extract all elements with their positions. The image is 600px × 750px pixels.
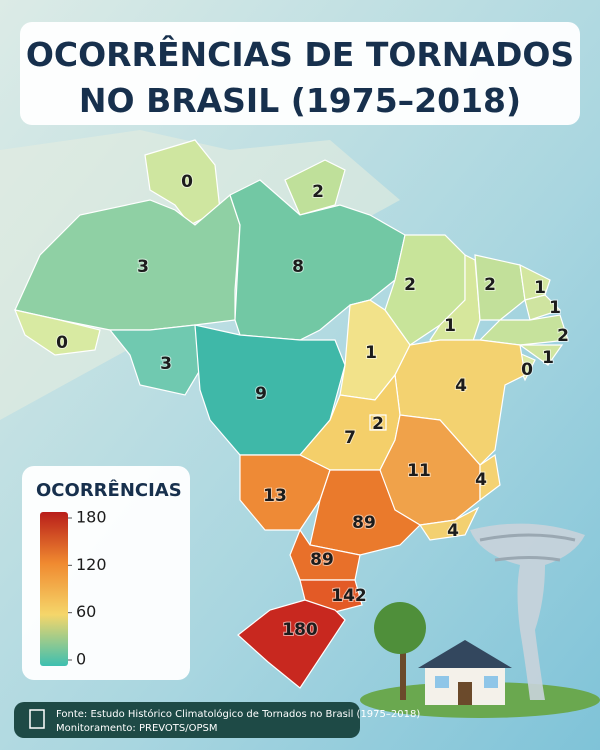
region xyxy=(418,506,480,541)
region-value: 1 xyxy=(365,343,377,363)
region-value: 4 xyxy=(447,521,459,541)
region-value: 2 xyxy=(484,275,496,295)
region-value: 89 xyxy=(310,550,334,570)
region-value: 1 xyxy=(444,316,456,336)
document-icon xyxy=(29,709,45,729)
legend-ticks: 180 120 60 0 xyxy=(68,508,107,669)
region-value: 89 xyxy=(352,513,376,533)
region xyxy=(369,414,387,431)
region-value: 1 xyxy=(542,348,554,368)
source-box xyxy=(14,702,360,738)
region-value: 3 xyxy=(160,354,172,374)
region xyxy=(108,324,201,396)
region xyxy=(237,599,346,689)
region-value: 1 xyxy=(549,298,561,318)
region-value: 2 xyxy=(372,414,384,434)
legend-gradient xyxy=(40,512,68,666)
region xyxy=(239,454,331,531)
title-line: OCORRÊNCIAS DE TORNADOS xyxy=(26,34,574,74)
region xyxy=(479,453,501,502)
region-value: 3 xyxy=(137,257,149,277)
title-box xyxy=(20,22,580,125)
region xyxy=(284,159,346,216)
legend-tick-label: 180 xyxy=(76,508,107,527)
source-text: Monitoramento: PREVOTS/OPSM xyxy=(56,723,218,734)
region-value: 4 xyxy=(455,376,467,396)
region-value: 0 xyxy=(56,333,68,353)
region xyxy=(394,339,526,466)
region-value: 0 xyxy=(181,172,193,192)
region-value: 142 xyxy=(331,586,367,606)
title-line: NO BRASIL (1975–2018) xyxy=(79,81,521,120)
region-value: 11 xyxy=(407,461,431,481)
region xyxy=(309,469,421,556)
region-value: 2 xyxy=(312,182,324,202)
tornado-illustration xyxy=(360,523,600,718)
legend-tick-label: 60 xyxy=(76,602,96,621)
region-value: 180 xyxy=(282,620,318,640)
legend-tick-label: 120 xyxy=(76,555,107,574)
region-value: 13 xyxy=(263,486,287,506)
region-value: 2 xyxy=(557,326,569,346)
region-value: 4 xyxy=(475,470,487,490)
region-value: 2 xyxy=(404,275,416,295)
source-text: Fonte: Estudo Histórico Climatológico de… xyxy=(56,708,420,720)
region xyxy=(474,254,526,321)
region-value: 8 xyxy=(292,257,304,277)
region-value: 7 xyxy=(344,428,356,448)
regions xyxy=(14,139,569,689)
region-value: 9 xyxy=(255,384,267,404)
region xyxy=(518,344,564,366)
region-value: 0 xyxy=(521,360,533,380)
legend-tick-label: 0 xyxy=(76,650,86,669)
region-value: 1 xyxy=(534,278,546,298)
region xyxy=(14,309,101,356)
region xyxy=(524,294,562,321)
legend-title: OCORRÊNCIAS xyxy=(36,479,182,501)
